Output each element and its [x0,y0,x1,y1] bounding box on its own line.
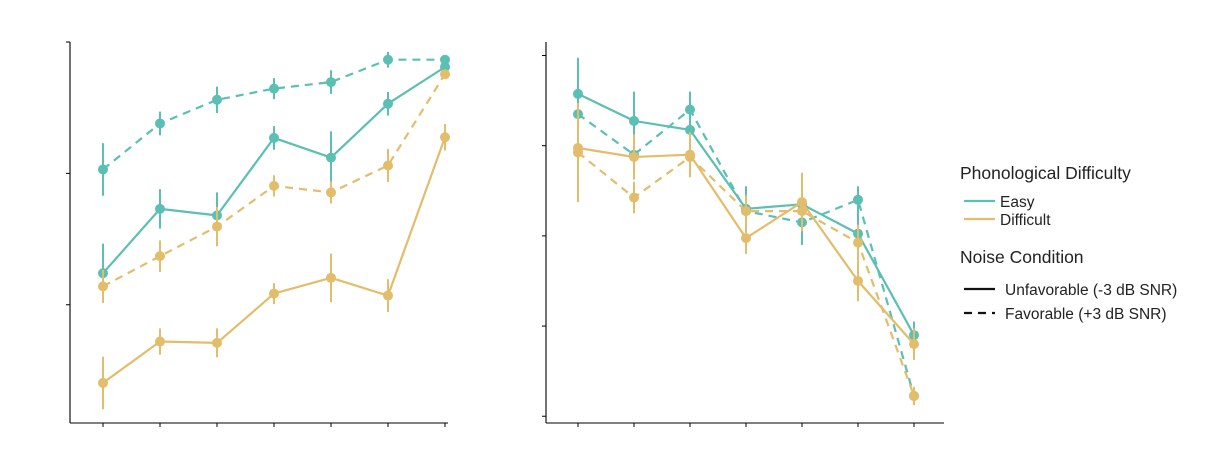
data-point-b-easy-unfavorable-2 [685,124,695,135]
data-point-a-difficult-unfavorable-0 [98,377,108,388]
data-point-b-easy-unfavorable-0 [573,88,583,99]
data-point-b-easy-unfavorable-1 [629,115,639,126]
data-point-a-difficult-favorable-6 [440,69,450,80]
data-point-b-difficult-unfavorable-5 [853,275,863,286]
data-point-b-difficult-unfavorable-4 [797,197,807,208]
data-point-a-difficult-unfavorable-6 [440,132,450,143]
legend: Phonological Difficulty Easy Difficult N… [960,163,1177,323]
series-a-difficult-favorable [98,69,450,303]
data-point-a-easy-favorable-6 [440,54,450,65]
series-line-a-easy-favorable [102,58,445,171]
data-point-a-difficult-unfavorable-3 [269,288,279,299]
data-point-b-difficult-unfavorable-3 [741,233,751,244]
series-b-difficult-unfavorable [573,116,919,360]
legend-easy-label: Easy [1000,194,1035,211]
series-a-easy-favorable [98,51,450,196]
legend-difficult-label: Difficult [1000,212,1051,229]
data-point-a-difficult-unfavorable-2 [212,337,222,348]
data-point-a-easy-unfavorable-1 [155,203,165,214]
data-point-a-easy-unfavorable-3 [269,132,279,143]
data-point-a-difficult-favorable-2 [212,221,222,232]
legend-unfavorable-label: Unfavorable (-3 dB SNR) [1005,282,1177,299]
panel-a-accuracy-chart [66,41,450,427]
data-point-b-difficult-favorable-5 [853,237,863,248]
data-point-a-easy-favorable-4 [326,77,336,88]
legend-difficulty-title: Phonological Difficulty [960,163,1131,183]
data-point-b-difficult-unfavorable-0 [573,142,583,153]
data-point-a-easy-favorable-3 [269,83,279,94]
data-point-a-easy-favorable-0 [98,164,108,175]
data-point-a-difficult-favorable-5 [383,160,393,171]
data-point-b-easy-favorable-5 [853,194,863,205]
data-point-a-easy-unfavorable-5 [383,98,393,109]
legend-favorable-label: Favorable (+3 dB SNR) [1005,306,1167,323]
panel-b-response-time-chart [542,42,944,427]
data-point-a-difficult-unfavorable-4 [326,272,336,283]
data-point-a-easy-unfavorable-6 [440,61,450,72]
data-point-a-easy-favorable-2 [212,94,222,105]
data-point-b-difficult-unfavorable-6 [909,339,919,350]
data-point-b-difficult-favorable-6 [909,390,919,401]
series-a-difficult-unfavorable [98,124,450,410]
data-point-a-easy-favorable-1 [155,118,165,129]
data-point-b-difficult-favorable-1 [629,192,639,203]
data-point-a-difficult-favorable-3 [269,180,279,191]
data-point-a-easy-favorable-5 [383,54,393,65]
data-point-a-difficult-favorable-0 [98,281,108,292]
data-point-a-difficult-favorable-1 [155,251,165,262]
data-point-b-difficult-unfavorable-2 [685,149,695,160]
data-point-a-difficult-unfavorable-5 [383,290,393,301]
data-point-a-difficult-favorable-4 [326,187,336,198]
data-point-b-difficult-unfavorable-1 [629,151,639,162]
data-point-b-difficult-favorable-3 [741,206,751,217]
legend-noise-title: Noise Condition [960,247,1084,267]
data-point-a-difficult-unfavorable-1 [155,336,165,347]
data-point-a-easy-unfavorable-4 [326,152,336,163]
